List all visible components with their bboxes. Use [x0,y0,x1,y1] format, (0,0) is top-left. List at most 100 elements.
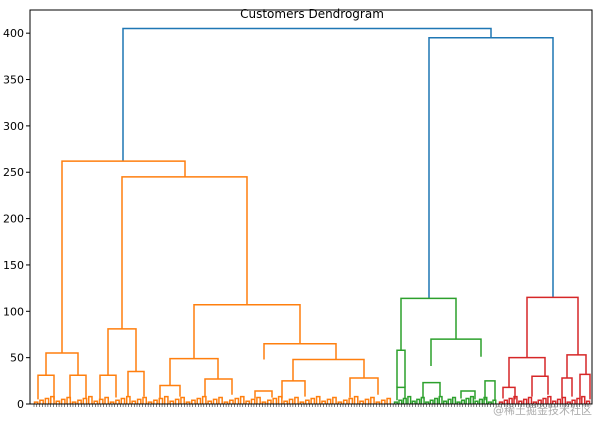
link-orange-mid [107,328,137,376]
link-leaf [136,398,142,404]
link-leaf [561,396,567,404]
link-small-1 [69,374,87,399]
link-small-16 [579,373,591,400]
link-leaf [153,399,158,404]
link-leaf [250,398,256,404]
link-leaf [283,400,289,404]
link-leaf [566,401,571,404]
link-small-12 [484,380,496,401]
link-leaf [478,398,484,404]
plot-frame [29,9,593,405]
link-leaf [98,398,104,404]
link-leaf [402,397,407,404]
link-leaf [447,398,452,404]
link-leaf [552,400,557,404]
link-orange-r2 [263,342,337,360]
link-leaf [487,401,492,404]
dendrogram-links [33,27,591,404]
link-leaf [438,395,443,404]
link-leaf [492,399,497,404]
link-leaf [469,395,475,404]
y-axis: 0 50 100 150 200 250 300 350 400 [3,27,30,411]
link-leaf [223,401,229,404]
link-green-l [396,349,406,388]
link-orange-right [193,304,301,359]
link-leaf [547,395,552,404]
link-leaf [460,399,466,404]
link-leaf [332,396,337,404]
link-leaf [256,396,261,404]
link-leaf [109,401,115,404]
link-leaf [288,398,294,404]
link-small-9 [396,386,406,401]
link-leaf [142,396,147,404]
link-red-top [526,296,579,358]
y-tick-label: 100 [3,305,24,318]
link-leaf [191,399,196,404]
link-leaf [315,395,321,404]
link-leaf [456,401,461,404]
link-leaf [169,400,175,404]
link-small-5 [204,378,233,397]
link-leaf [239,395,245,404]
link-leaf [120,397,126,404]
link-small-0 [37,374,55,400]
y-tick-label: 200 [3,213,24,226]
link-leaf [131,400,137,404]
link-small-11 [460,390,476,400]
link-leaf [294,396,299,404]
link-leaf [158,397,164,404]
link-orange-r1 [169,357,219,386]
link-leaf [576,397,581,404]
link-leaf [147,401,153,404]
link-leaf [44,397,50,404]
link-leaf [272,397,278,404]
link-orange-top [61,160,186,354]
link-leaf [207,400,213,404]
link-small-15 [561,377,573,399]
link-leaf [513,395,518,404]
link-leaf [508,397,513,404]
link-leaf [60,398,66,404]
link-leaf [115,399,120,404]
link-leaf [434,397,439,404]
link-red-l [508,356,546,388]
link-small-13 [502,386,516,400]
link-leaf [196,397,202,404]
link-leaf [163,395,169,404]
y-tick-label: 400 [3,27,24,40]
link-leaf [556,398,562,404]
link-leaf [370,396,375,404]
y-tick-label: 150 [3,259,24,272]
link-small-8 [349,377,379,398]
link-leaf [411,400,416,404]
link-leaf [503,399,508,404]
link-leaf [571,399,576,404]
link-leaf [125,395,131,404]
link-leaf [55,400,61,404]
link-leaf [304,399,310,404]
link-leaf [364,398,370,404]
link-leaf [398,399,403,404]
link-orange-r3 [292,358,365,381]
link-green-r [430,338,482,366]
chart-title: Customers Dendrogram [240,7,384,21]
link-leaf [201,395,207,404]
link-leaf [348,397,354,404]
link-leaf [451,396,457,404]
link-leaf [380,399,386,404]
link-small-10 [422,381,441,399]
link-leaf [420,396,425,404]
link-leaf [518,400,523,404]
link-leaf [71,401,77,404]
link-leaf [77,399,82,404]
link-leaf [386,397,392,404]
link-leaf [353,395,359,404]
link-leaf [82,397,88,404]
link-right-root [428,37,554,299]
y-tick-label: 350 [3,74,24,87]
link-red-r [566,354,587,379]
link-leaf [229,399,234,404]
